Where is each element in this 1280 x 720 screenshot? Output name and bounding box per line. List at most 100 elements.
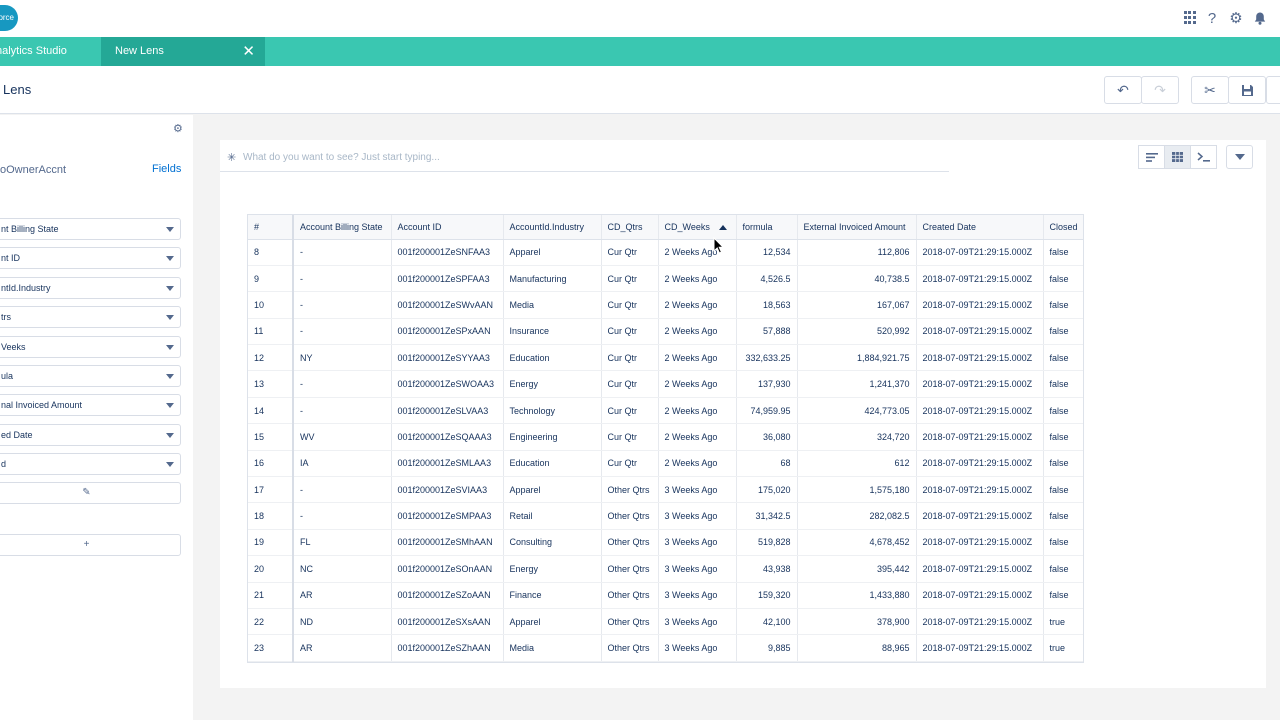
table-cell: 1,884,921.75: [797, 344, 917, 372]
table-cell: Media: [503, 291, 602, 319]
table-row[interactable]: 23 AR 001f200001ZeSZhAAN Media Other Qtrs 3 W…: [248, 634, 1083, 662]
field-select[interactable]: nt Billing State: [0, 218, 181, 240]
column-header[interactable]: Account ID: [391, 215, 504, 240]
view-options-dropdown[interactable]: [1226, 145, 1253, 169]
chart-view-button[interactable]: [1138, 145, 1165, 169]
table-cell: 2018-07-09T21:29:15.000Z: [916, 344, 1044, 372]
column-header[interactable]: External Invoiced Amount: [797, 215, 917, 240]
column-header[interactable]: formula: [736, 215, 798, 240]
column-header[interactable]: Created Date: [916, 215, 1044, 240]
bars-icon: [1145, 152, 1158, 162]
table-cell: Energy: [503, 555, 602, 583]
dataset-name: oOwnerAccnt: [0, 164, 67, 176]
column-header-sorted[interactable]: CD_Weeks: [658, 215, 737, 240]
field-select[interactable]: ntId.Industry: [0, 277, 181, 299]
gear-icon[interactable]: ⚙: [1229, 10, 1243, 27]
edit-fields-button[interactable]: ✎: [0, 482, 181, 504]
undo-button[interactable]: ↶: [1104, 76, 1142, 104]
table-row[interactable]: 14-001f200001ZeSLVAA3 Technology Cur Qtr 2 …: [248, 397, 1083, 425]
table-cell: 13: [248, 370, 294, 398]
table-cell: false: [1043, 344, 1083, 372]
table-cell: 42,100: [736, 608, 798, 636]
table-row[interactable]: 17-001f200001ZeSVIAA3 Apparel Other Qtrs 3 …: [248, 476, 1083, 504]
table-cell: 18: [248, 502, 294, 530]
table-cell: -: [293, 476, 392, 504]
field-select[interactable]: ula: [0, 365, 181, 387]
more-button[interactable]: [1266, 76, 1280, 104]
table-row[interactable]: 18-001f200001ZeSMPAA3 Retail Other Qtrs 3 W…: [248, 502, 1083, 530]
field-select[interactable]: nt ID: [0, 247, 181, 269]
table-row[interactable]: 15 WV 001f200001ZeSQAAA3 Engineering Cur Qtr…: [248, 423, 1083, 451]
help-icon[interactable]: ?: [1207, 9, 1217, 27]
redo-button[interactable]: ↷: [1141, 76, 1179, 104]
query-sidebar: ⚙ oOwnerAccnt Fields nt Billing State nt…: [0, 115, 193, 720]
table-cell: 001f200001ZeSNFAA3: [391, 239, 504, 266]
table-cell: Insurance: [503, 318, 602, 346]
table-cell: 001f200001ZeSWOAA3: [391, 370, 504, 398]
chevron-down-icon: [166, 462, 174, 467]
column-header[interactable]: #: [248, 215, 294, 240]
table-cell: Manufacturing: [503, 265, 602, 293]
saql-view-button[interactable]: [1190, 145, 1217, 169]
column-header[interactable]: Account Billing State: [293, 215, 392, 240]
add-field-button[interactable]: +: [0, 534, 181, 556]
close-icon[interactable]: ✕: [242, 43, 255, 60]
chevron-down-icon: [166, 345, 174, 350]
table-row[interactable]: 8-001f200001ZeSNFAA3 Apparel Cur Qtr 2 Week…: [248, 239, 1083, 266]
table-row[interactable]: 9-001f200001ZeSPFAA3 Manufacturing Cur Qtr…: [248, 265, 1083, 293]
field-select[interactable]: trs: [0, 306, 181, 328]
search-input[interactable]: [243, 147, 933, 167]
table-row[interactable]: 13-001f200001ZeSWOAA3 Energy Cur Qtr 2 Week…: [248, 370, 1083, 398]
clip-button[interactable]: ✂: [1191, 76, 1229, 104]
table-row[interactable]: 16 IA 001f200001ZeSMLAA3 Education Cur Qtr 2 …: [248, 450, 1083, 478]
field-select[interactable]: Veeks: [0, 336, 181, 358]
table-cell: 74,959.95: [736, 397, 798, 425]
lens-canvas: ✳ # Account Billing State Account ID Acc…: [220, 140, 1266, 688]
table-cell: false: [1043, 318, 1083, 346]
column-header[interactable]: Closed: [1043, 215, 1083, 240]
table-cell: 2018-07-09T21:29:15.000Z: [916, 370, 1044, 398]
table-cell: true: [1043, 608, 1083, 636]
column-header[interactable]: CD_Qtrs: [601, 215, 659, 240]
field-select[interactable]: d: [0, 453, 181, 475]
table-row[interactable]: 11-001f200001ZeSPxAAN Insurance Cur Qtr 2 W…: [248, 318, 1083, 346]
lens-header: Lens ↶ ↷ ✂: [0, 66, 1280, 114]
table-cell: 2 Weeks Ago: [658, 370, 737, 398]
table-row[interactable]: 10-001f200001ZeSWvAAN Media Cur Qtr 2 Weeks…: [248, 291, 1083, 319]
terminal-icon: [1197, 152, 1210, 162]
settings-gear-icon[interactable]: ⚙: [173, 123, 183, 135]
field-label: ed Date: [1, 430, 33, 440]
table-row[interactable]: 19 FL 001f200001ZeSMhAAN Consulting Other Qt…: [248, 529, 1083, 557]
table-cell: Other Qtrs: [601, 582, 659, 609]
table-row[interactable]: 12 NY 001f200001ZeSYYAA3 Education Cur Qtr 2 …: [248, 344, 1083, 372]
table-row[interactable]: 20 NC 001f200001ZeSOnAAN Energy Other Qtrs 3 …: [248, 555, 1083, 583]
salesforce-logo[interactable]: orce: [0, 5, 18, 31]
field-select[interactable]: nal Invoiced Amount: [0, 394, 181, 416]
table-cell: false: [1043, 291, 1083, 319]
table-cell: -: [293, 370, 392, 398]
table-cell: 3 Weeks Ago: [658, 529, 737, 557]
tab-analytics-studio[interactable]: nalytics Studio: [0, 45, 67, 57]
table-cell: 001f200001ZeSXsAAN: [391, 608, 504, 636]
table-cell: 001f200001ZeSMLAA3: [391, 450, 504, 478]
fields-link[interactable]: Fields: [152, 163, 182, 175]
table-cell: 378,900: [797, 608, 917, 636]
table-view-button[interactable]: [1164, 145, 1191, 169]
apps-grid-icon[interactable]: [1183, 11, 1196, 24]
table-cell: 4,678,452: [797, 529, 917, 557]
tab-new-lens-label: New Lens: [115, 45, 164, 57]
table-cell: 12,534: [736, 239, 798, 266]
table-cell: -: [293, 239, 392, 266]
field-select[interactable]: ed Date: [0, 424, 181, 446]
bell-icon[interactable]: [1252, 9, 1268, 27]
table-cell: false: [1043, 423, 1083, 451]
column-header[interactable]: AccountId.Industry: [503, 215, 602, 240]
tab-new-lens[interactable]: New Lens ✕: [101, 37, 265, 66]
pencil-icon: ✎: [82, 487, 91, 498]
table-cell: 2 Weeks Ago: [658, 318, 737, 346]
sort-ascending-icon: [718, 224, 727, 230]
table-row[interactable]: 21 AR 001f200001ZeSZoAAN Finance Other Qtrs 3…: [248, 582, 1083, 609]
table-row[interactable]: 22 ND 001f200001ZeSXsAAN Apparel Other Qtrs 3…: [248, 608, 1083, 636]
save-button[interactable]: [1228, 76, 1266, 104]
table-cell: 12: [248, 344, 294, 372]
